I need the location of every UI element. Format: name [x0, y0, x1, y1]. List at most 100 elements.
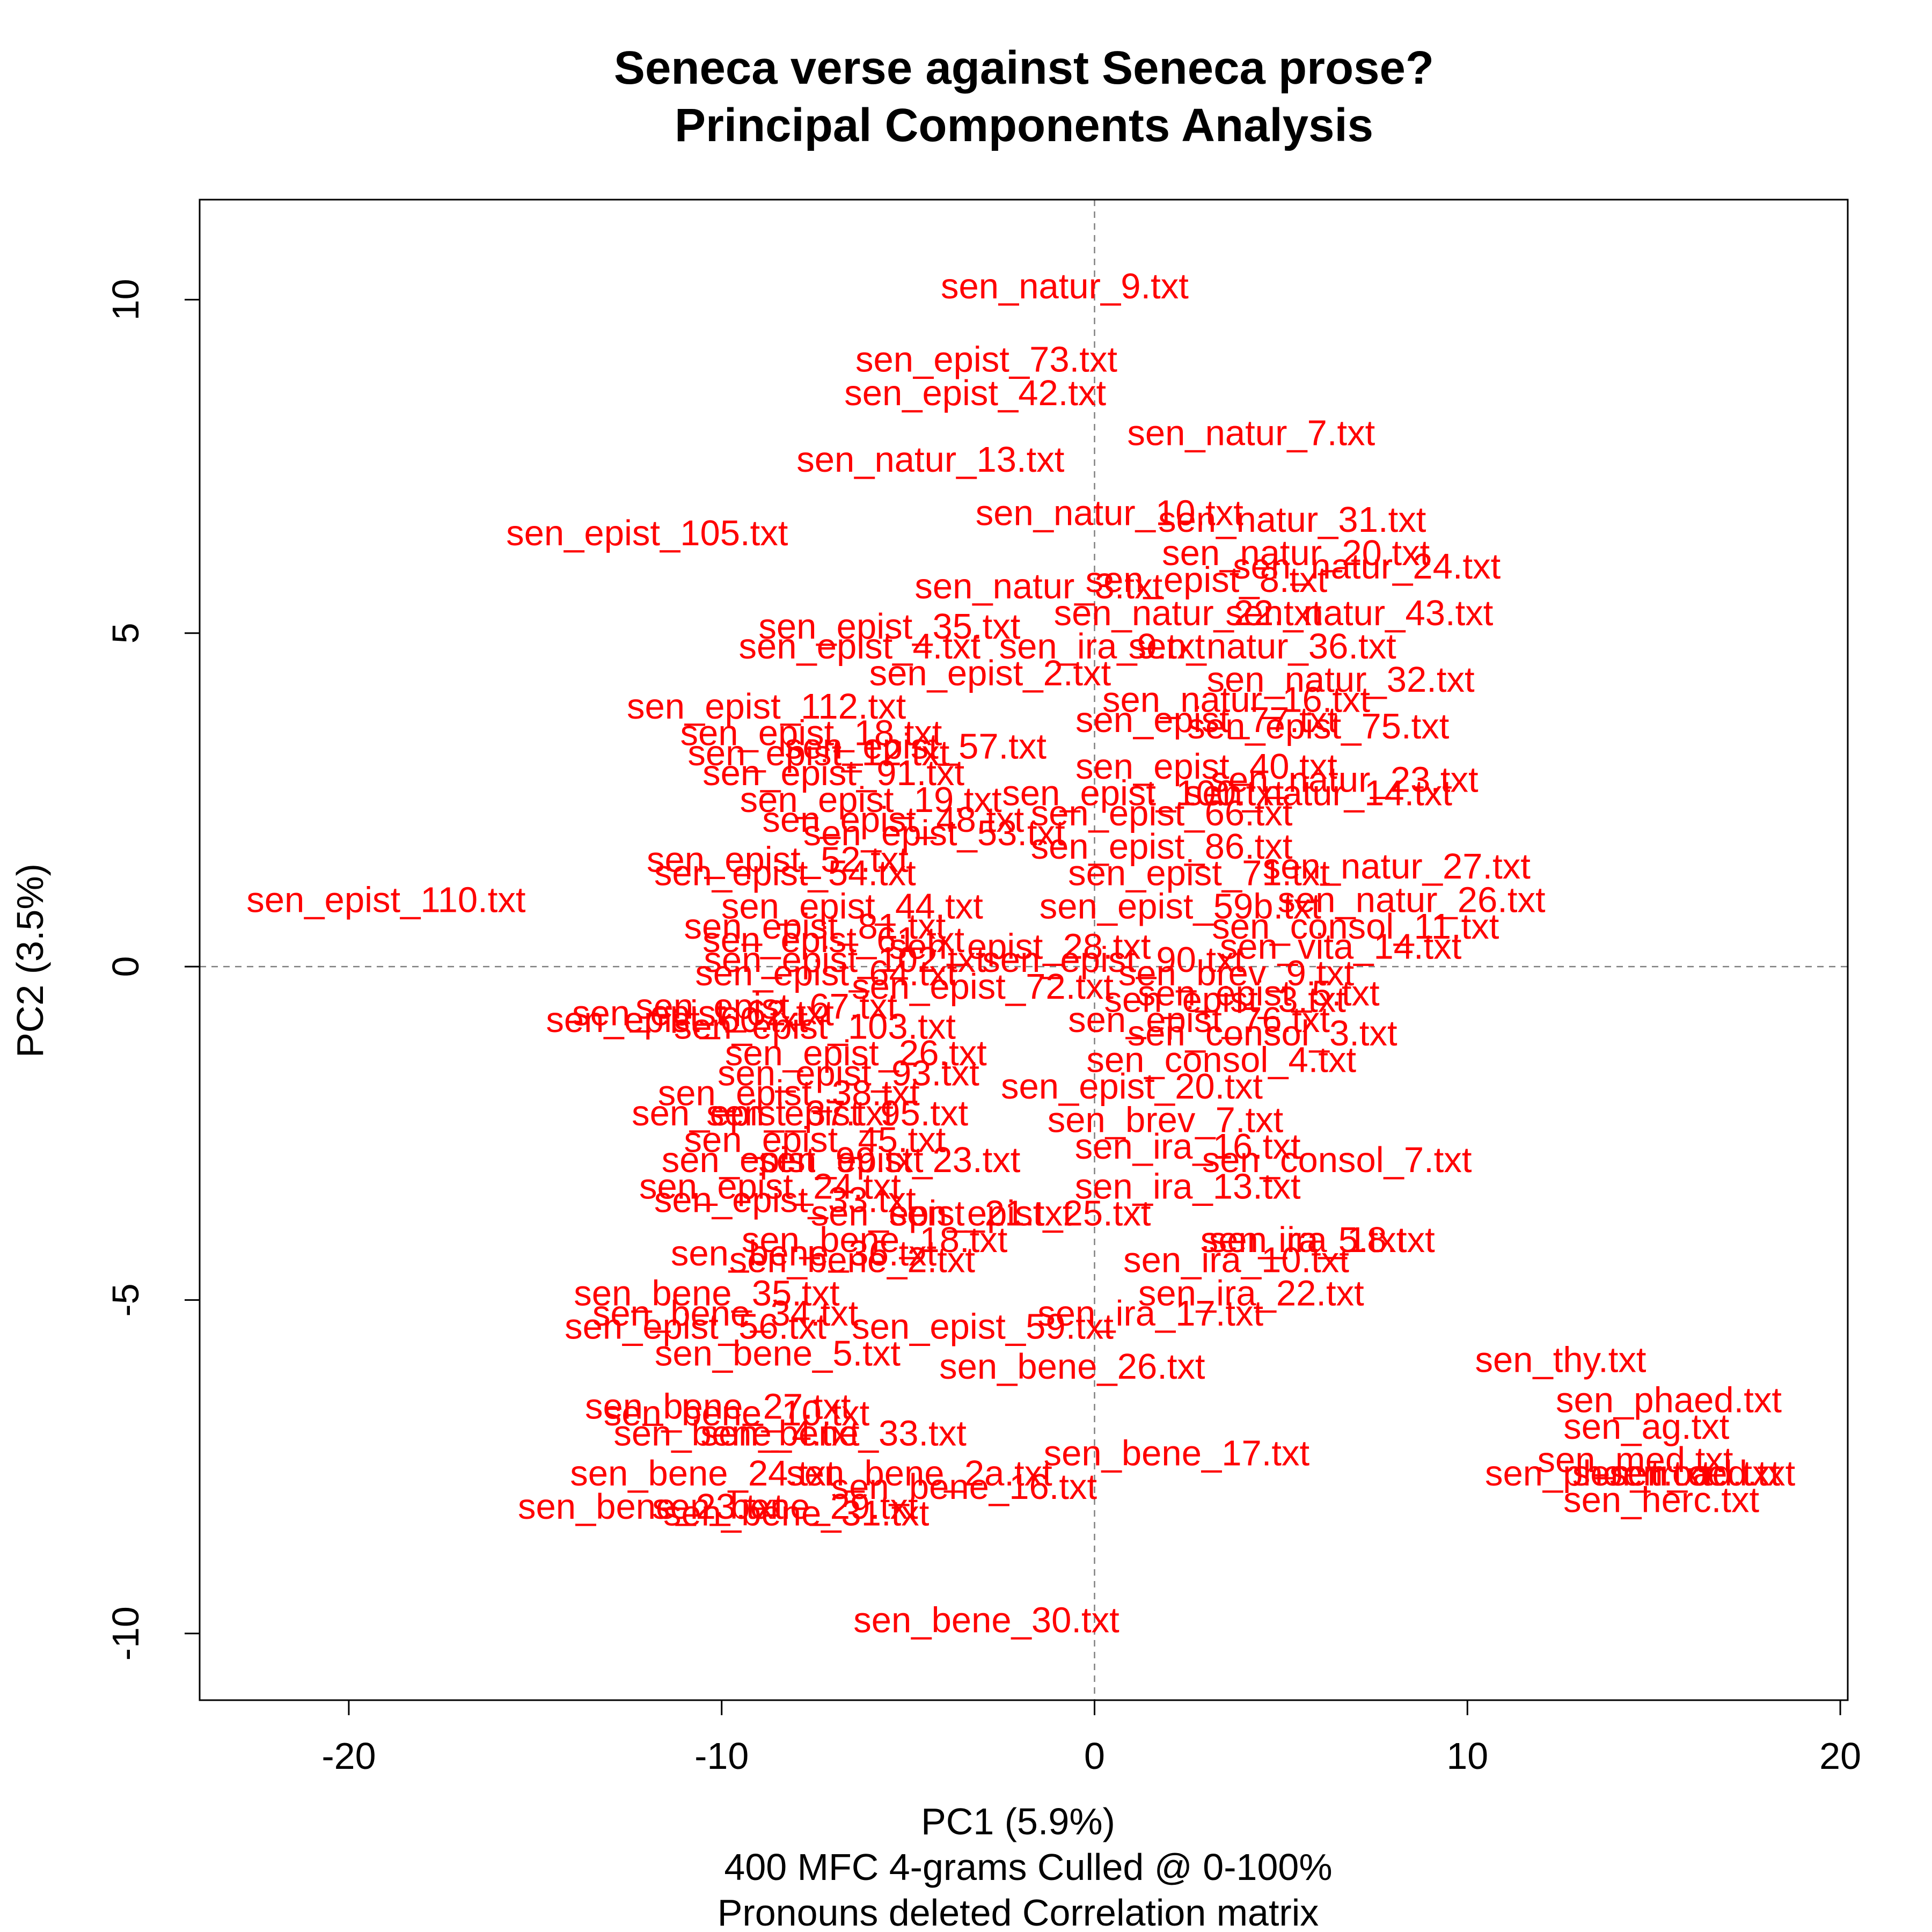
point-label: sen_natur_13.txt: [796, 440, 1065, 480]
point-label: sen_epist_53.txt: [803, 813, 1065, 853]
point-label: sen_epist_75.txt: [1187, 706, 1449, 747]
point-label: sen_epist_12.txt: [687, 733, 949, 773]
point-label: sen_natur_43.txt: [1225, 593, 1494, 633]
point-label: sen_epist_62.txt: [572, 993, 834, 1034]
point-label: sen_epist_99.txt: [662, 1140, 924, 1180]
point-label: sen_bene_34.txt: [592, 1293, 859, 1334]
point-label: sen_epist_103.txt: [674, 1006, 956, 1046]
point-label: sen_phoen.txt: [1485, 1453, 1711, 1494]
point-label: sen_epist_67.txt: [635, 986, 897, 1027]
point-label: sen_bene_35.txt: [574, 1273, 840, 1313]
point-label: sen_bene_10.txt: [604, 1393, 870, 1433]
point-label: sen_epist_56.txt: [565, 1307, 826, 1347]
point-label: sen_epist_21.txt: [811, 1193, 1073, 1233]
point-label: sen_epist_71.txt: [1068, 853, 1330, 894]
point-label: sen_bene_36.txt: [671, 1233, 937, 1274]
point-label: sen_epist_60.txt: [546, 1000, 808, 1040]
point-label: sen_ira_18.txt: [1209, 1220, 1435, 1260]
point-label: sen_epist_100.txt: [1002, 773, 1284, 813]
point-label: sen_epist_54.txt: [654, 853, 916, 894]
point-label: sen_ira_22.txt: [1138, 1273, 1364, 1313]
point-label: sen_epist_105.txt: [506, 513, 788, 553]
x-axis: -20 -10 0 10 20: [321, 1699, 1861, 1777]
point-label: sen_epist_24.txt: [639, 1167, 901, 1207]
point-label: sen_epist_44.txt: [721, 887, 983, 927]
x-tick-label: -10: [694, 1735, 749, 1777]
point-label: sen_epist_93.txt: [718, 1053, 979, 1093]
point-label: sen_natur_36.txt: [1129, 626, 1397, 667]
point-label: sen_epist_112.txt: [627, 686, 906, 727]
point-label: sen_phaed.txt: [1556, 1380, 1782, 1420]
point-label: sen_natur_10.txt: [976, 493, 1244, 533]
point-label: sen_natur_20.txt: [1162, 533, 1430, 573]
point-label: sen_bene_29.txt: [652, 1487, 918, 1527]
chart-title-line-2: Principal Components Analysis: [675, 99, 1373, 151]
y-axis: -10 -5 0 5 10: [105, 279, 201, 1660]
point-label: sen_ira_5.txt: [1201, 1220, 1407, 1260]
point-label: sen_bene_5.txt: [655, 1333, 901, 1373]
point-label: sen_epist_102.txt: [704, 940, 986, 980]
point-label: sen_epist_38.txt: [658, 1073, 920, 1114]
point-label: sen_epist_42.txt: [844, 373, 1106, 413]
point-label: sen_troad.txt: [1572, 1453, 1781, 1494]
point-label: sen_oed.txt: [1609, 1453, 1796, 1494]
point-label: sen_epist_35.txt: [758, 606, 1020, 647]
y-tick-label: 5: [105, 623, 147, 643]
point-label: sen_ag.txt: [1563, 1407, 1730, 1447]
point-label: sen_epist_3.txt: [1104, 980, 1346, 1020]
point-label: sen_ira_17.txt: [1037, 1293, 1263, 1334]
point-label: sen_bene_23.txt: [518, 1487, 784, 1527]
point-label: sen_natur_27.txt: [1263, 846, 1531, 887]
point-label: sen_epist_77.txt: [1075, 700, 1337, 740]
point-label: sen_epist_91.txt: [702, 753, 964, 793]
point-label: sen_natur_23.txt: [1210, 760, 1479, 800]
point-label: sen_consol_11.txt: [1212, 906, 1499, 947]
point-label: sen_bene_2a.txt: [786, 1453, 1052, 1494]
point-label: sen_epist_66.txt: [1031, 793, 1293, 833]
point-label: sen_epist_90.txt: [982, 940, 1244, 980]
subtitle-line-1: 400 MFC 4-grams Culled @ 0-100%: [724, 1846, 1332, 1888]
point-label: sen_ira_10.txt: [1123, 1240, 1349, 1280]
point-label: sen_natur_24.txt: [1233, 546, 1501, 587]
point-label: sen_natur_9.txt: [941, 266, 1189, 306]
point-label: sen_bene_2.txt: [729, 1240, 976, 1280]
x-tick-label: -20: [321, 1735, 376, 1777]
point-label: sen_ira_9.txt: [999, 626, 1205, 667]
point-label: sen_epist_64.txt: [695, 953, 957, 993]
point-label: sen_bene_30.txt: [853, 1600, 1119, 1640]
point-label: sen_epist_95.txt: [706, 1093, 968, 1133]
point-label: sen_natur_32.txt: [1207, 660, 1475, 700]
point-label: sen_consol_4.txt: [1086, 1040, 1356, 1080]
point-label: sen_epist_20.txt: [1001, 1066, 1263, 1107]
subtitle-line-2: Pronouns deleted Correlation matrix: [718, 1892, 1319, 1932]
point-label: sen_natur_22.txt: [1054, 593, 1322, 633]
point-label: sen_epist_110.txt: [246, 880, 526, 920]
point-label: sen_natur_31.txt: [1158, 500, 1426, 540]
point-label: sen_natur_14.txt: [1184, 773, 1453, 813]
point-label: sen_epist_5.txt: [1138, 973, 1380, 1013]
point-label: sen_natur_16.txt: [1102, 680, 1371, 720]
point-label: sen_natur_26.txt: [1278, 880, 1546, 920]
point-label: sen_natur_3.txt: [914, 566, 1162, 606]
point-label: sen_thy.txt: [1475, 1340, 1646, 1380]
point-label: sen_epist_4.txt: [738, 626, 980, 667]
point-label: sen_bene_26.txt: [939, 1346, 1205, 1387]
point-label: sen_epist_48.txt: [762, 800, 1024, 840]
point-label: sen_epist_61.txt: [702, 920, 964, 960]
chart-title-line-1: Seneca verse against Seneca prose?: [614, 42, 1434, 94]
point-label: sen_med.txt: [1537, 1440, 1733, 1480]
point-label: sen_bene_31.txt: [663, 1494, 930, 1534]
point-label: sen_bene_33.txt: [700, 1413, 967, 1453]
point-label: sen_epist_40.txt: [1075, 747, 1337, 787]
point-label: sen_epist_45.txt: [684, 1120, 946, 1160]
point-label: sen_bene_17.txt: [1044, 1433, 1310, 1474]
point-label: sen_epist_59.txt: [852, 1307, 1114, 1347]
point-label: sen_epist_25.txt: [889, 1193, 1151, 1233]
point-label: sen_consol_3.txt: [1128, 1013, 1397, 1053]
point-label: sen_brev_9.txt: [1118, 953, 1355, 993]
y-tick-label: -5: [105, 1283, 147, 1316]
point-label: sen_ira_13.txt: [1075, 1167, 1301, 1207]
point-label: sen_epist_18.txt: [680, 713, 942, 753]
point-label: sen_epist_52.txt: [647, 840, 909, 880]
point-label: sen_ira_16.txt: [1075, 1126, 1301, 1167]
